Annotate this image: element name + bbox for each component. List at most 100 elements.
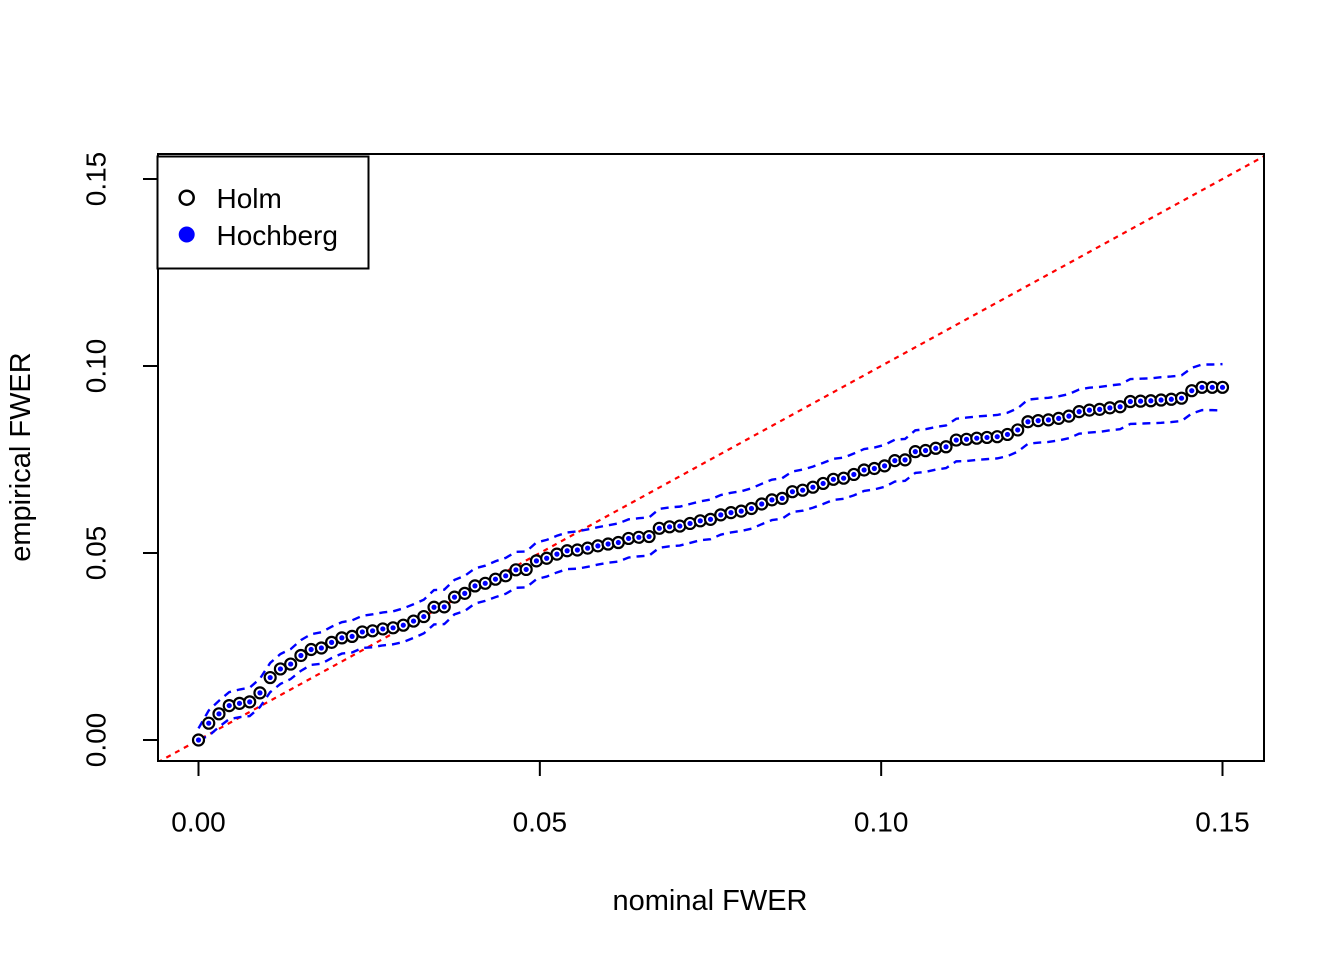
hochberg-point: [881, 463, 888, 469]
hochberg-point: [728, 510, 734, 516]
hochberg-point: [841, 475, 847, 481]
x-tick-label: 0.00: [171, 807, 226, 838]
hochberg-point: [1025, 419, 1031, 425]
hochberg-point: [953, 437, 959, 443]
hochberg-point: [564, 548, 570, 554]
hochberg-point: [277, 666, 284, 672]
hochberg-point: [963, 436, 970, 442]
hochberg-point: [636, 534, 642, 540]
y-axis: 0.00 0.05 0.10 0.15: [81, 152, 158, 768]
y-tick-label: 0.00: [81, 713, 112, 768]
hochberg-point: [779, 495, 785, 501]
hochberg-point: [1056, 415, 1062, 421]
hochberg-point: [585, 545, 591, 551]
confidence-band-lower: [198, 408, 1223, 742]
legend: Holm Hochberg: [156, 155, 370, 270]
hochberg-point: [195, 737, 202, 743]
x-axis: 0.00 0.05 0.10 0.15: [171, 761, 1250, 838]
hochberg-point: [544, 555, 550, 561]
hochberg-point: [503, 573, 509, 579]
hochberg-point: [861, 467, 867, 473]
hochberg-point: [800, 487, 806, 493]
y-tick-label: 0.05: [81, 526, 112, 581]
hochberg-point: [666, 524, 673, 530]
hochberg-point: [369, 628, 376, 634]
hochberg-point: [1086, 407, 1092, 413]
y-axis-title: empirical FWER: [5, 352, 37, 561]
hochberg-point: [257, 690, 263, 696]
hochberg-point: [349, 633, 355, 640]
hochberg-point: [1168, 396, 1174, 402]
hochberg-point: [1097, 406, 1103, 412]
data-points: [191, 380, 1230, 747]
hochberg-point: [738, 508, 744, 514]
hochberg-point: [697, 518, 703, 524]
hochberg-point: [810, 484, 816, 490]
hochberg-point: [1189, 388, 1195, 394]
hochberg-point: [441, 604, 447, 610]
hochberg-point: [513, 567, 519, 573]
hochberg-point: [431, 604, 437, 610]
hochberg-point: [759, 501, 765, 507]
hochberg-point: [1076, 409, 1082, 415]
hochberg-point: [789, 489, 796, 495]
hochberg-point: [646, 533, 652, 540]
hochberg-point: [226, 702, 232, 709]
hochberg-point: [462, 590, 468, 596]
hochberg-point: [707, 516, 714, 522]
hochberg-point: [492, 576, 499, 582]
hochberg-point: [1158, 397, 1164, 403]
hochberg-point: [933, 445, 939, 451]
plot-border: [157, 153, 1265, 762]
hochberg-point: [1209, 384, 1215, 390]
hochberg-point: [1015, 427, 1021, 433]
x-tick-label: 0.15: [1195, 807, 1250, 838]
hochberg-point: [820, 480, 826, 487]
confidence-band-upper: [197, 362, 1223, 730]
x-tick-label: 0.05: [513, 807, 568, 838]
hochberg-point: [247, 699, 253, 705]
hochberg-point: [1035, 418, 1041, 424]
hochberg-point: [830, 476, 836, 482]
hochberg-point: [1117, 404, 1123, 410]
hochberg-point: [308, 646, 314, 653]
hochberg-point: [339, 635, 345, 641]
hochberg-point: [288, 661, 294, 667]
hochberg-point: [677, 523, 683, 529]
hochberg-point: [410, 618, 417, 624]
hochberg-point: [1066, 413, 1072, 419]
hochberg-point: [421, 613, 427, 620]
x-axis-title: nominal FWER: [613, 885, 808, 917]
hochberg-point: [595, 543, 601, 549]
hochberg-point: [656, 525, 662, 531]
hochberg-point: [1127, 398, 1133, 405]
x-tick-label: 0.10: [854, 807, 909, 838]
legend-label-holm: Holm: [217, 183, 282, 214]
hochberg-point: [216, 711, 222, 717]
hochberg-point: [902, 457, 908, 463]
hochberg-point: [574, 547, 580, 553]
hochberg-point: [605, 541, 611, 547]
hochberg-point: [851, 471, 857, 478]
hochberg-point: [1107, 405, 1113, 411]
hochberg-point: [359, 629, 365, 635]
hochberg-point: [523, 566, 529, 573]
hochberg-point: [748, 505, 755, 512]
hochberg-point: [922, 447, 929, 454]
hochberg-point: [769, 497, 775, 503]
hochberg-point: [871, 465, 877, 472]
hochberg-point: [236, 700, 243, 706]
hochberg-point: [943, 444, 949, 450]
hochberg-point: [1178, 395, 1185, 401]
legend-box: [156, 155, 370, 270]
hochberg-point: [400, 622, 406, 628]
hochberg-point: [1148, 398, 1154, 404]
legend-filled-circle-icon: [178, 226, 195, 243]
identity-line: [158, 155, 1264, 761]
y-tick-label: 0.10: [81, 339, 112, 394]
hochberg-point: [1137, 398, 1144, 404]
hochberg-point: [1199, 384, 1205, 390]
hochberg-point: [994, 434, 1000, 440]
